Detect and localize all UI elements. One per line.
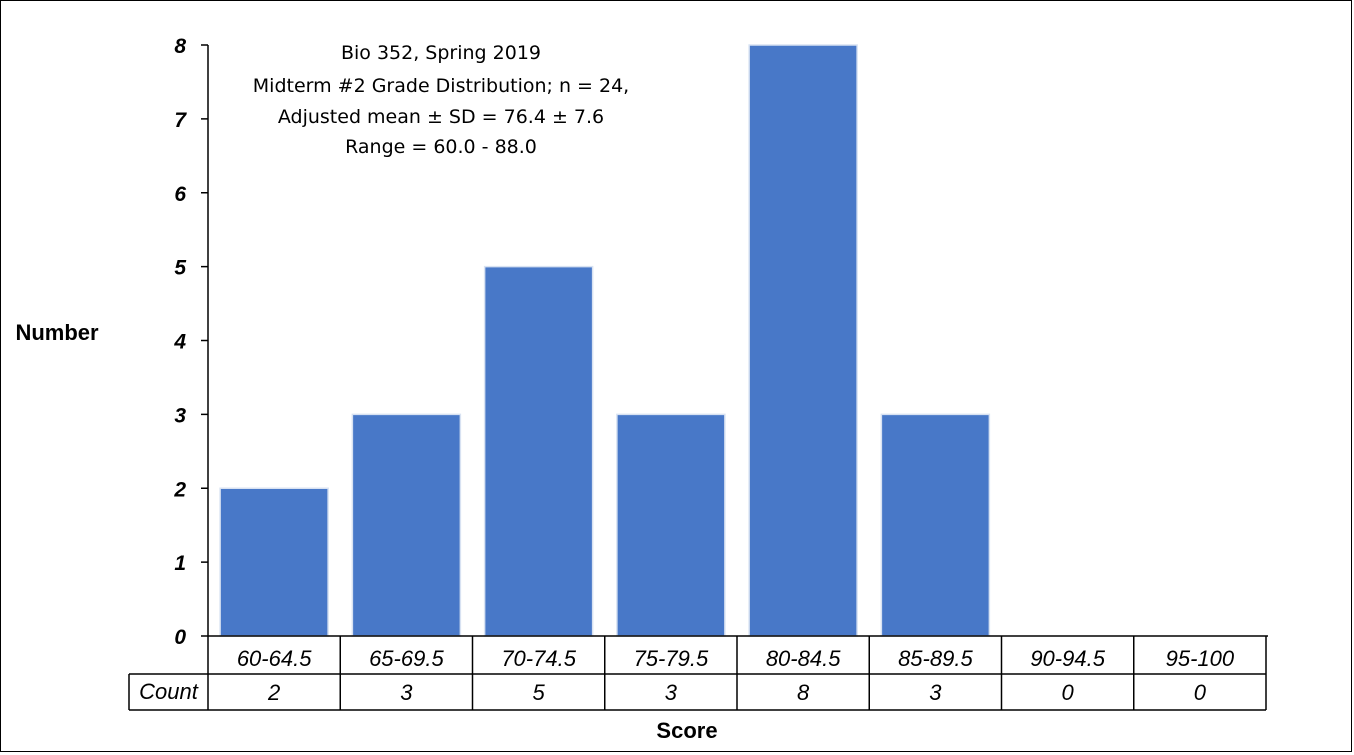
title-line-3: Adjusted mean ± SD = 76.4 ± 7.6 [278, 106, 604, 128]
bar-60-64.5 [219, 487, 329, 637]
y-tick-label-3: 3 [174, 404, 186, 427]
category-label-90-94.5: 90-94.5 [1030, 646, 1105, 671]
bar-85-89.5 [880, 413, 991, 637]
count-value-75-79.5: 3 [665, 680, 678, 705]
count-value-85-89.5: 3 [929, 680, 942, 705]
x-axis-label: Score [656, 718, 717, 743]
count-value-60-64.5: 2 [267, 680, 280, 705]
bar-70-74.5 [483, 265, 594, 637]
category-label-75-79.5: 75-79.5 [634, 646, 709, 671]
count-value-95-100: 0 [1194, 680, 1207, 705]
category-label-85-89.5: 85-89.5 [898, 646, 973, 671]
category-label-95-100: 95-100 [1166, 646, 1235, 671]
y-tick-label-6: 6 [174, 183, 186, 206]
y-axis-label: Number [15, 320, 99, 345]
title-line-4: Range = 60.0 - 88.0 [345, 136, 537, 158]
table-row-label: Count [139, 679, 199, 704]
category-label-70-74.5: 70-74.5 [501, 646, 576, 671]
bar-65-69.5 [351, 413, 462, 637]
category-label-65-69.5: 65-69.5 [369, 646, 444, 671]
chart-title: Bio 352, Spring 2019 Midterm #2 Grade Di… [253, 42, 629, 158]
y-tick-label-2: 2 [173, 478, 186, 501]
title-line-2: Midterm #2 Grade Distribution; n = 24, [253, 75, 629, 97]
category-label-80-84.5: 80-84.5 [766, 646, 841, 671]
y-tick-label-7: 7 [174, 109, 187, 132]
y-axis: 0 1 2 3 4 5 6 7 8 [173, 35, 1268, 649]
bar-75-79.5 [616, 413, 726, 637]
count-value-90-94.5: 0 [1062, 680, 1075, 705]
y-tick-label-8: 8 [174, 35, 186, 58]
y-tick-label-1: 1 [174, 552, 186, 575]
y-tick-label-5: 5 [174, 257, 186, 280]
title-line-1: Bio 352, Spring 2019 [341, 42, 541, 64]
count-value-70-74.5: 5 [533, 680, 546, 705]
category-label-60-64.5: 60-64.5 [237, 646, 312, 671]
y-tick-label-0: 0 [174, 626, 186, 649]
bars [219, 44, 991, 637]
count-value-80-84.5: 8 [797, 680, 810, 705]
data-table: Count 60-64.5 2 65-69.5 3 70-74.5 5 75-79.5 3 80-… [128, 636, 1267, 711]
y-tick-label-4: 4 [173, 331, 186, 354]
bar-80-84.5 [748, 44, 858, 637]
count-value-65-69.5: 3 [400, 680, 413, 705]
